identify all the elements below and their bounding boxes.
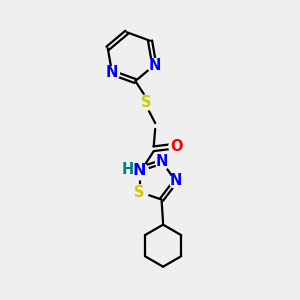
Text: O: O: [170, 139, 183, 154]
Text: H: H: [121, 162, 134, 177]
Text: S: S: [141, 94, 152, 110]
Text: N: N: [133, 163, 146, 178]
Text: S: S: [134, 184, 145, 200]
Text: N: N: [106, 65, 118, 80]
Text: N: N: [156, 154, 168, 169]
Text: N: N: [169, 173, 182, 188]
Text: N: N: [148, 58, 160, 73]
